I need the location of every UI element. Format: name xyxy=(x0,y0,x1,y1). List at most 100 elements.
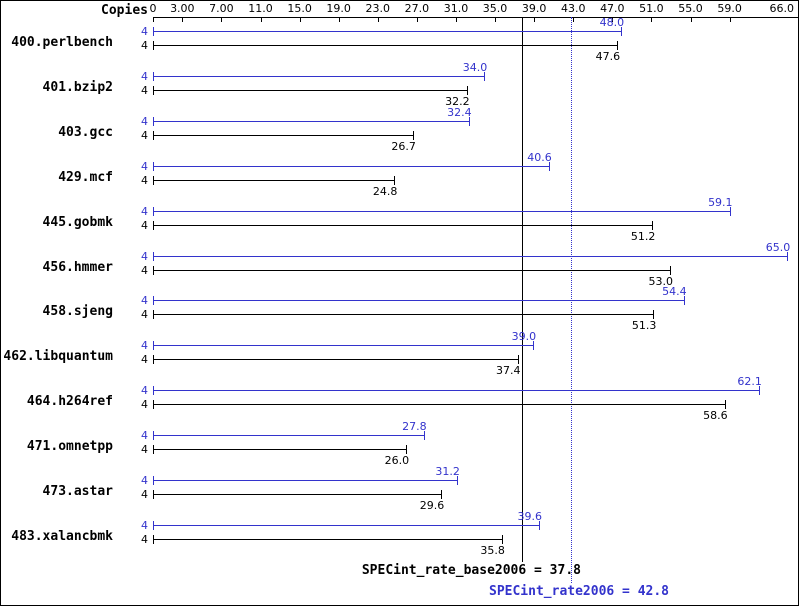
copies-value: 4 xyxy=(141,353,148,367)
peak-bar xyxy=(153,341,535,351)
peak-value-label: 48.0 xyxy=(599,16,625,29)
peak-value-label: 65.0 xyxy=(765,240,791,254)
peak-bar xyxy=(153,206,731,216)
base-value-label: 51.3 xyxy=(631,319,657,333)
base-value-label: 58.6 xyxy=(703,409,728,423)
peak-mean-line xyxy=(571,17,573,583)
axis-tick xyxy=(416,18,418,22)
axis-tick-label: 27.0 xyxy=(404,2,430,15)
copies-value: 4 xyxy=(141,429,148,443)
copies-value: 4 xyxy=(141,159,148,173)
peak-value-label: 32.4 xyxy=(447,105,472,119)
base-bar xyxy=(153,355,519,365)
peak-value-label: 62.1 xyxy=(737,375,762,389)
benchmark-label: 464.h264ref xyxy=(26,394,113,410)
copies-value: 4 xyxy=(141,249,148,263)
axis-tick-label: 47.0 xyxy=(600,2,625,15)
base-value-label: 26.7 xyxy=(391,139,416,153)
copies-value: 4 xyxy=(141,474,148,487)
peak-mean-label: SPECint_rate2006 = 42.8 xyxy=(489,584,670,599)
base-value-label: 51.2 xyxy=(630,229,656,243)
base-bar xyxy=(153,400,726,410)
peak-value-label: 39.6 xyxy=(517,509,543,523)
benchmark-label: 429.mcf xyxy=(58,169,113,185)
copies-value: 4 xyxy=(141,339,148,353)
peak-bar xyxy=(153,71,486,81)
axis-tick-label: 3.00 xyxy=(170,2,195,15)
base-value-label: 47.6 xyxy=(595,50,621,63)
copies-value: 4 xyxy=(141,518,148,532)
axis-tick-label: 43.0 xyxy=(560,2,586,15)
copies-value: 4 xyxy=(141,69,148,83)
axis-tick-label: 55.0 xyxy=(678,2,703,15)
peak-value-label: 59.1 xyxy=(708,195,733,209)
axis-tick xyxy=(182,18,184,22)
peak-bar xyxy=(153,296,685,306)
copies-value: 4 xyxy=(141,25,148,38)
peak-bar xyxy=(153,251,789,261)
axis-tick-label: 23.0 xyxy=(365,2,391,15)
base-bar xyxy=(153,265,671,275)
copies-value: 4 xyxy=(141,443,148,457)
axis-tick xyxy=(495,18,497,22)
base-value-label: 35.8 xyxy=(480,543,505,557)
axis-tick-label: 35.0 xyxy=(482,2,508,15)
base-mean-label: SPECint_rate_base2006 = 37.8 xyxy=(361,563,581,578)
copies-value: 4 xyxy=(141,114,148,128)
axis-tick-label: 66.0 xyxy=(769,2,795,15)
axis-tick xyxy=(299,18,301,22)
peak-value-label: 31.2 xyxy=(435,465,460,478)
benchmark-label: 458.sjeng xyxy=(42,304,113,320)
axis-tick-label: 19.0 xyxy=(326,2,351,15)
peak-bar xyxy=(153,476,458,485)
axis-tick xyxy=(377,18,379,22)
base-value-label: 24.8 xyxy=(372,184,398,198)
axis-tick xyxy=(651,18,653,22)
axis-tick-label: 59.0 xyxy=(717,2,742,15)
x-axis-line xyxy=(153,17,798,18)
base-bar xyxy=(153,445,408,455)
peak-value-label: 40.6 xyxy=(527,150,552,164)
base-bar xyxy=(153,175,396,185)
axis-tick xyxy=(338,18,340,22)
base-bar xyxy=(153,85,468,95)
benchmark-label: 471.omnetpp xyxy=(26,439,113,455)
benchmark-label: 473.astar xyxy=(42,484,113,499)
copies-value: 4 xyxy=(141,83,148,97)
benchmark-label: 403.gcc xyxy=(58,124,113,140)
axis-tick xyxy=(690,18,692,22)
copies-value: 4 xyxy=(141,218,148,232)
axis-tick-label: 51.0 xyxy=(639,2,664,15)
base-value-label: 29.6 xyxy=(419,499,445,512)
base-bar xyxy=(153,130,414,140)
peak-bar xyxy=(153,520,540,530)
copies-value: 4 xyxy=(141,204,148,218)
base-bar xyxy=(153,310,655,320)
benchmark-label: 483.xalancbmk xyxy=(11,528,113,544)
base-bar xyxy=(153,220,654,230)
base-value-label: 32.2 xyxy=(445,94,470,108)
axis-tick xyxy=(455,18,457,22)
base-bar xyxy=(153,490,443,499)
copies-value: 4 xyxy=(141,384,148,398)
base-mean-line xyxy=(522,17,524,562)
copies-value: 4 xyxy=(141,398,148,412)
benchmark-label: 400.perlbench xyxy=(11,35,113,50)
benchmark-label: 462.libquantum xyxy=(3,349,113,365)
axis-tick-label: 31.0 xyxy=(443,2,469,15)
axis-tick-label: 7.00 xyxy=(209,2,234,15)
base-bar xyxy=(153,41,619,50)
axis-tick xyxy=(260,18,262,22)
axis-tick xyxy=(573,18,575,22)
axis-tick xyxy=(534,18,536,22)
base-value-label: 26.0 xyxy=(384,454,410,468)
axis-tick-label: 11.0 xyxy=(248,2,273,15)
copies-value: 4 xyxy=(141,532,148,546)
peak-value-label: 54.4 xyxy=(662,285,687,299)
axis-tick xyxy=(153,18,154,22)
axis-tick-label: 15.0 xyxy=(287,2,312,15)
copies-column-header: Copies xyxy=(101,3,148,18)
peak-bar xyxy=(153,161,550,171)
peak-bar xyxy=(153,431,425,441)
peak-bar xyxy=(153,386,760,396)
